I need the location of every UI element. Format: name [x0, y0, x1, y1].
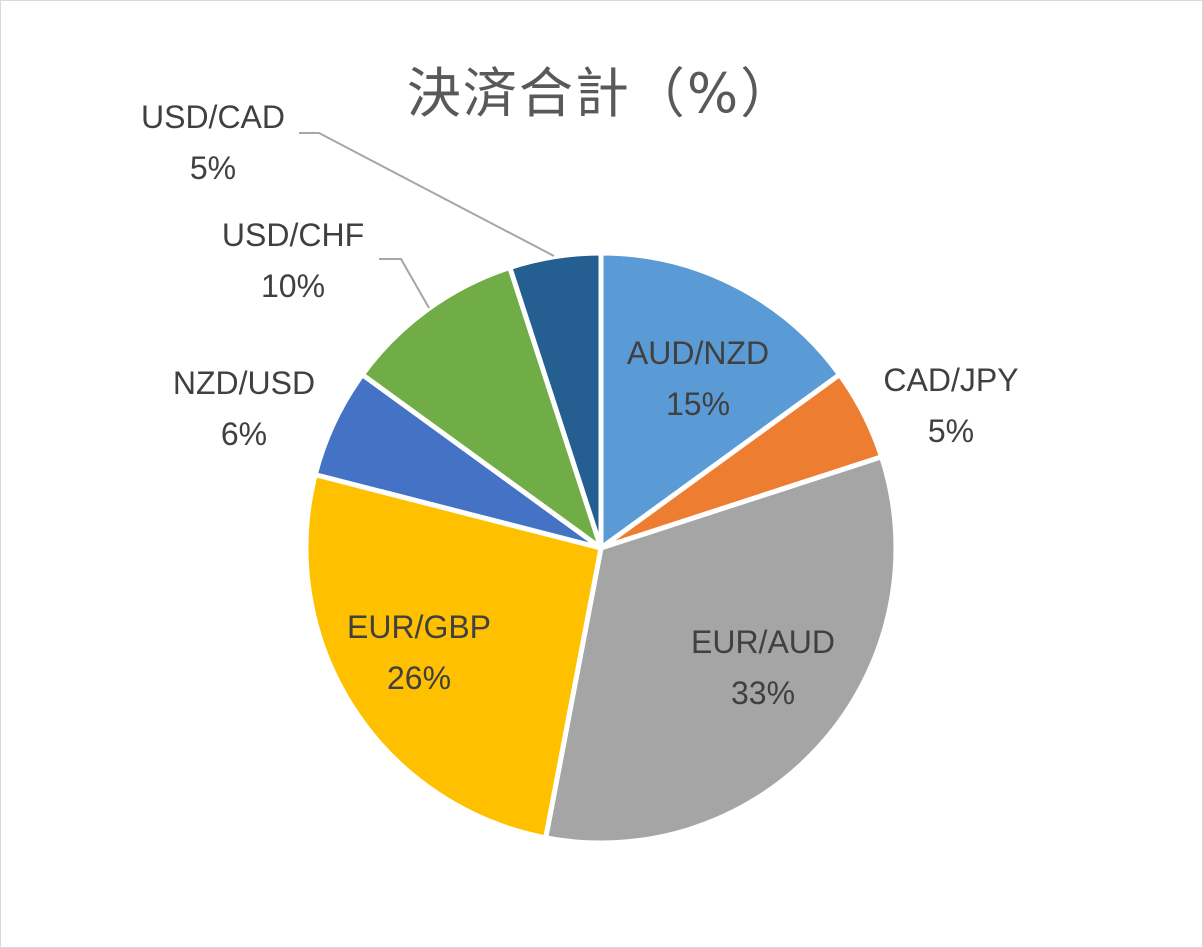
- slice-label-eur-gbp: EUR/GBP: [347, 609, 491, 645]
- pie-slice-eur-aud: [543, 454, 899, 846]
- slice-label-eur-aud: EUR/AUD: [691, 624, 835, 660]
- pie-leader-lines: [299, 132, 555, 309]
- pie-slice-aud-nzd: [598, 250, 843, 551]
- slice-label-usd-chf: USD/CHF: [222, 217, 364, 253]
- slice-value-cad-jpy: 5%: [928, 413, 974, 449]
- slice-value-usd-chf: 10%: [261, 268, 325, 304]
- pie-data-labels: AUD/NZD 15% CAD/JPY 5% EUR/AUD 33% EUR/GBP 26% N…: [141, 99, 1019, 711]
- pie-slices: [303, 250, 899, 846]
- slice-label-usd-cad: USD/CAD: [141, 99, 285, 135]
- leader-line-usd-cad: [299, 132, 555, 257]
- slice-value-usd-cad: 5%: [190, 150, 236, 186]
- slice-label-aud-nzd: AUD/NZD: [627, 335, 769, 371]
- slice-value-eur-aud: 33%: [731, 675, 795, 711]
- pie-slice-usd-chf: [359, 264, 604, 551]
- chart-title: 決済合計（%）: [406, 62, 797, 125]
- leader-line-usd-chf: [379, 258, 430, 309]
- slice-label-cad-jpy: CAD/JPY: [883, 362, 1018, 398]
- slice-label-nzd-usd: NZD/USD: [173, 365, 315, 401]
- pie-slice-usd-cad: [507, 250, 604, 551]
- slice-value-eur-gbp: 26%: [387, 660, 451, 696]
- slice-value-aud-nzd: 15%: [666, 386, 730, 422]
- pie-slice-eur-gbp: [303, 472, 604, 841]
- slice-value-nzd-usd: 6%: [221, 416, 267, 452]
